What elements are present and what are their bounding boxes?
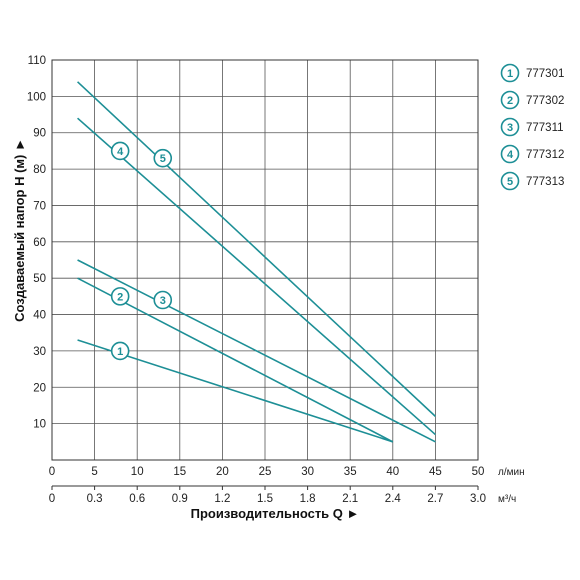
x2-tick-label: 2.4	[385, 493, 402, 505]
x2-tick-label: 1.5	[257, 493, 273, 505]
x-tick-label: 50	[472, 466, 485, 478]
y-tick-label: 40	[33, 310, 46, 322]
series-marker-1: 1	[110, 341, 130, 361]
legend: 1 777301 2 777302 3 777311 4 777312 5 777313	[500, 63, 564, 191]
legend-marker-number: 4	[507, 149, 514, 161]
x-tick-label: 20	[216, 466, 229, 478]
x-tick-label: 35	[344, 466, 357, 478]
series-lines	[77, 81, 436, 443]
legend-marker-number: 5	[507, 176, 513, 188]
legend-item-4: 4 777312	[500, 144, 564, 164]
series-line-1	[77, 339, 394, 443]
marker-circle	[110, 341, 130, 361]
series-markers: 1 2 3 4 5	[110, 141, 173, 361]
x2-tick-label: 1.8	[300, 493, 316, 505]
y-tick-label: 10	[33, 419, 46, 431]
legend-label: 777313	[526, 176, 564, 188]
marker-number: 2	[117, 291, 123, 303]
legend-item-2: 2 777302	[500, 90, 564, 110]
marker-circle	[153, 290, 173, 310]
series-line-3	[77, 259, 436, 443]
legend-marker-circle	[500, 144, 520, 164]
y-tick-label: 70	[33, 200, 46, 212]
marker-number: 1	[117, 346, 123, 358]
series-line-5	[77, 81, 436, 417]
x-tick-label: 15	[173, 466, 186, 478]
marker-circle	[110, 287, 130, 306]
marker-number: 4	[117, 146, 124, 158]
y-tick-label: 20	[33, 382, 46, 394]
legend-marker-number: 2	[507, 95, 513, 107]
x-tick-label: 45	[429, 466, 442, 478]
y-tick-label: 30	[33, 346, 46, 358]
x2-tick-label: 0.6	[129, 493, 145, 505]
x2-tick-label: 0.3	[87, 493, 103, 505]
x-axis-title: Производительность Q ►	[191, 506, 360, 521]
legend-item-5: 5 777313	[500, 171, 564, 191]
x2-tick-label: 2.7	[427, 493, 443, 505]
x2-tick-label: 1.2	[214, 493, 230, 505]
legend-label: 777301	[526, 68, 564, 80]
y-tick-label: 50	[33, 273, 46, 285]
legend-label: 777312	[526, 149, 564, 161]
series-line-4	[77, 117, 436, 436]
legend-label: 777311	[526, 122, 564, 134]
legend-item-3: 3 777311	[500, 117, 564, 137]
marker-circle	[110, 141, 130, 161]
marker-circle	[153, 148, 173, 168]
legend-label: 777302	[526, 95, 564, 107]
series-line-2	[77, 277, 394, 443]
x-tick-label: 40	[386, 466, 399, 478]
legend-marker-circle	[500, 117, 520, 137]
y-tick-label: 100	[27, 91, 46, 103]
x-tick-labels: 0 5 10 15 20 25 30 35 40 45 50	[49, 466, 485, 478]
legend-marker-circle	[500, 90, 520, 110]
series-marker-2: 2	[110, 287, 130, 306]
x-tick-label: 25	[259, 466, 272, 478]
x2-tick-label: 0	[49, 493, 55, 505]
x2-tick-label: 2.1	[342, 493, 358, 505]
x2-unit-label: м³/ч	[498, 494, 516, 505]
x-tick-label: 10	[131, 466, 144, 478]
y-tick-label: 90	[33, 128, 46, 140]
marker-number: 5	[160, 153, 166, 165]
x-tick-label: 5	[91, 466, 97, 478]
legend-item-1: 1 777301	[500, 63, 564, 83]
plot-frame	[51, 59, 479, 461]
x-unit-label: л/мин	[498, 467, 525, 478]
x2-tick-labels: 0 0.3 0.6 0.9 1.2 1.5 1.8 2.1 2.4 2.7 3.0	[49, 486, 486, 505]
series-marker-3: 3	[153, 290, 173, 310]
marker-number: 3	[160, 295, 166, 307]
legend-marker-circle	[500, 171, 520, 191]
legend-marker-circle	[500, 63, 520, 83]
y-tick-labels: 10 20 30 40 50 60 70 80 90 100 110	[27, 55, 46, 431]
x2-tick-label: 0.9	[172, 493, 188, 505]
x-tick-label: 0	[49, 466, 55, 478]
y-tick-label: 80	[33, 164, 46, 176]
legend-marker-number: 3	[507, 122, 513, 134]
y-tick-label: 110	[28, 55, 46, 67]
series-marker-5: 5	[153, 148, 173, 168]
x2-tick-label: 3.0	[470, 493, 486, 505]
legend-marker-number: 1	[507, 68, 513, 80]
series-marker-4: 4	[110, 141, 130, 161]
y-tick-label: 60	[33, 237, 46, 249]
x-tick-label: 30	[301, 466, 314, 478]
y-axis-title: Создаваемый напор H (м) ►	[12, 138, 27, 322]
